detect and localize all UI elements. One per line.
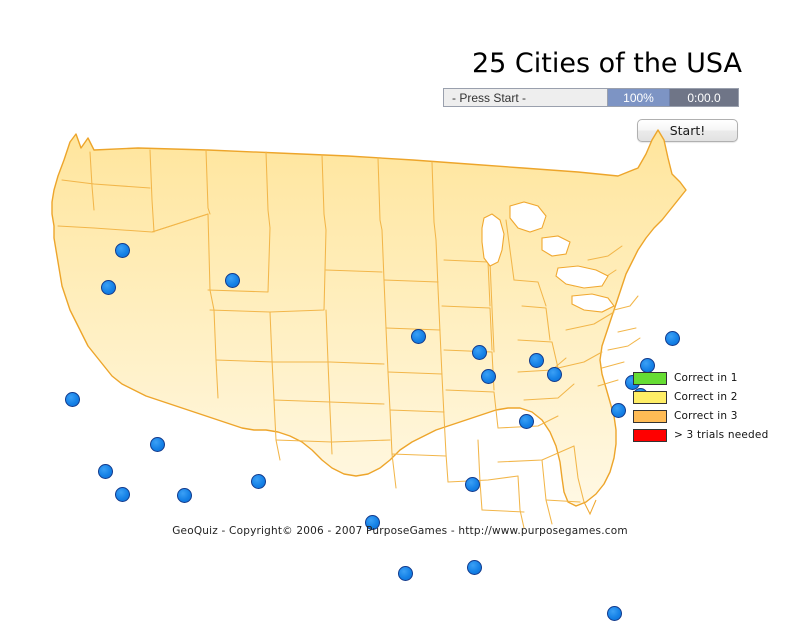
legend-label-correct-1: Correct in 1 (674, 372, 738, 384)
city-dot-montana-city[interactable] (224, 272, 240, 288)
footer-credit: GeoQuiz - Copyright© 2006 - 2007 Purpose… (172, 525, 628, 537)
legend-swatch-more-than-3 (633, 428, 667, 442)
usa-map-svg (51, 129, 687, 529)
legend-row: Correct in 2 (633, 388, 793, 406)
legend-label-correct-3: Correct in 3 (674, 410, 738, 422)
legend-label-correct-2: Correct in 2 (674, 391, 738, 403)
state-borders (57, 149, 641, 529)
great-lakes (481, 201, 615, 313)
city-dot-indianapolis[interactable] (518, 413, 534, 429)
city-dot-washington-dc[interactable] (610, 402, 626, 418)
status-bar: - Press Start - 100% 0:00.0 (443, 88, 739, 107)
city-dot-milwaukee[interactable] (471, 344, 487, 360)
legend-row: Correct in 1 (633, 369, 793, 387)
city-dot-miami[interactable] (606, 605, 622, 621)
city-dot-los-angeles[interactable] (97, 463, 113, 479)
city-dot-minneapolis[interactable] (410, 328, 426, 344)
legend-swatch-correct-3 (633, 409, 667, 423)
map-render (51, 129, 687, 529)
city-dot-houston[interactable] (397, 565, 413, 581)
city-dot-phoenix[interactable] (176, 487, 192, 503)
city-dot-albuquerque[interactable] (250, 473, 266, 489)
city-dot-las-vegas[interactable] (149, 436, 165, 452)
status-message: - Press Start - (444, 89, 608, 106)
city-dot-san-francisco[interactable] (64, 391, 80, 407)
usa-silhouette (51, 129, 687, 507)
florida-accent (583, 499, 597, 516)
legend-label-more-than-3: > 3 trials needed (674, 429, 769, 441)
city-dot-detroit[interactable] (528, 352, 544, 368)
legend: Correct in 1 Correct in 2 Correct in 3 >… (633, 369, 793, 445)
city-dot-dallas[interactable] (464, 476, 480, 492)
city-dot-new-orleans[interactable] (466, 559, 482, 575)
legend-swatch-correct-1 (633, 371, 667, 385)
city-dot-cleveland[interactable] (546, 366, 562, 382)
city-dot-el-paso[interactable] (364, 514, 380, 530)
quiz-stage: 25 Cities of the USA - Press Start - 100… (18, 48, 793, 621)
city-dot-boston[interactable] (664, 330, 680, 346)
status-percent: 100% (608, 89, 670, 106)
legend-row: > 3 trials needed (633, 426, 793, 444)
city-dot-chicago[interactable] (480, 368, 496, 384)
legend-swatch-correct-2 (633, 390, 667, 404)
status-timer: 0:00.0 (670, 89, 738, 106)
city-dot-seattle[interactable] (114, 242, 130, 258)
city-dot-san-diego[interactable] (114, 486, 130, 502)
city-dot-portland[interactable] (100, 279, 116, 295)
usa-map[interactable] (18, 110, 718, 621)
page-title: 25 Cities of the USA (471, 48, 742, 79)
legend-row: Correct in 3 (633, 407, 793, 425)
